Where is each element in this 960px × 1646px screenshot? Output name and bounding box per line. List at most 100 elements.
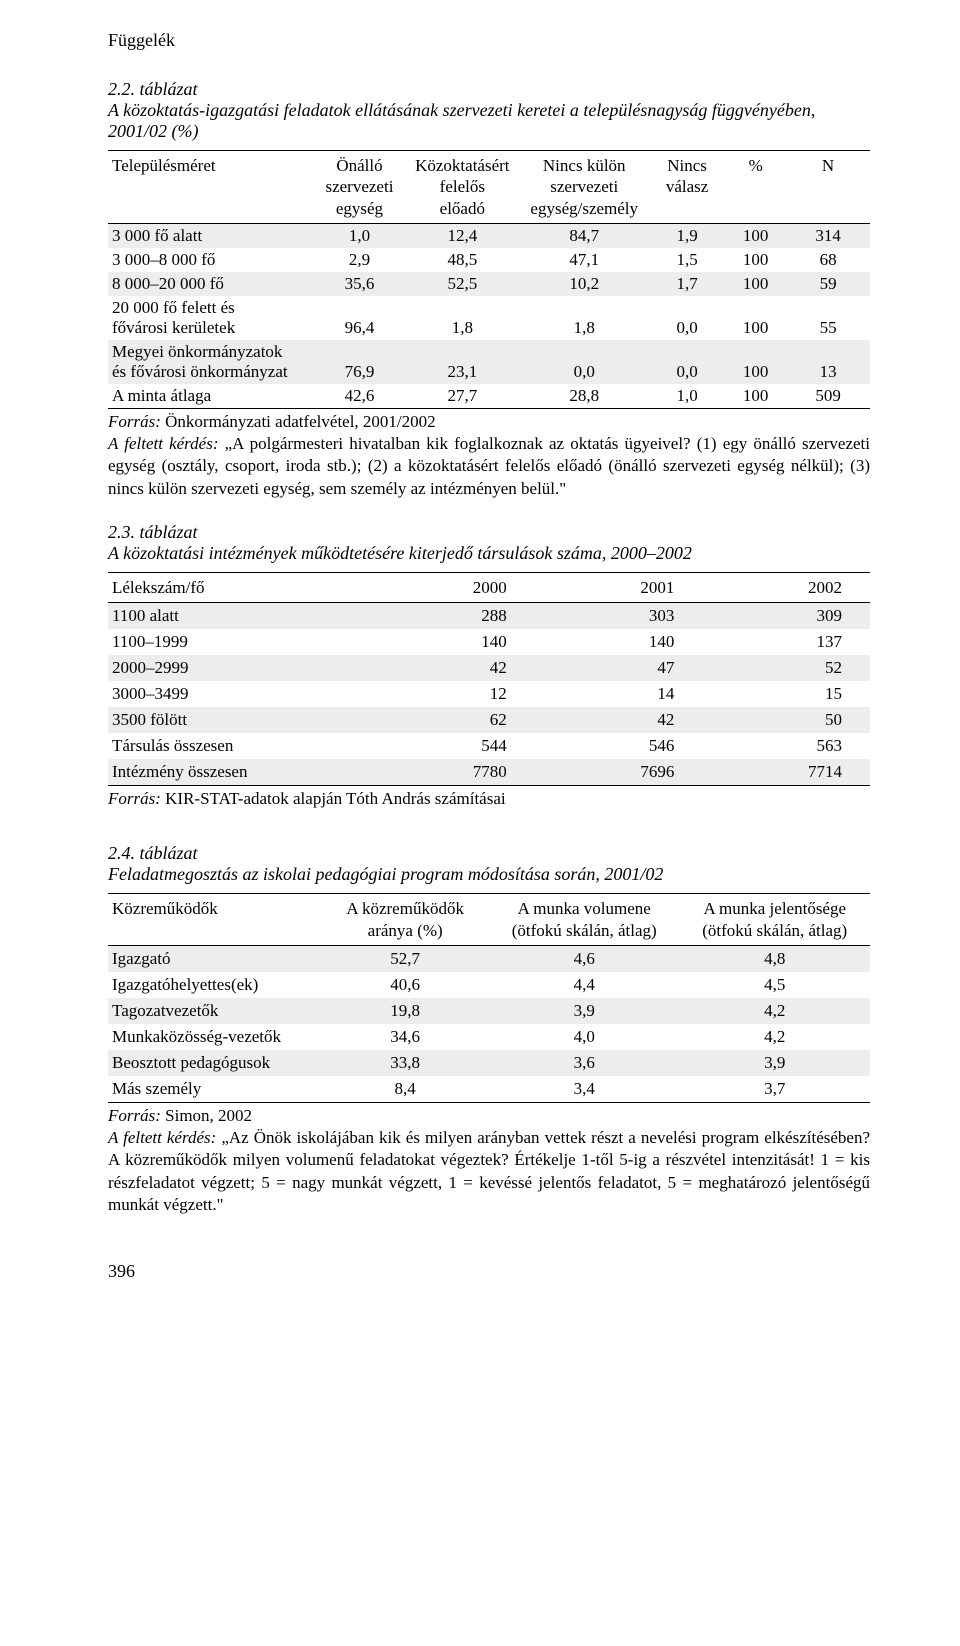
table2-title: A közoktatási intézmények működtetésére … <box>108 543 870 564</box>
cell-value: 7714 <box>702 759 870 786</box>
table2-source-text: KIR-STAT-adatok alapján Tóth András szám… <box>161 789 506 808</box>
cell-value: 100 <box>725 384 786 409</box>
cell-value: 13 <box>786 340 870 384</box>
cell-value: 42,6 <box>314 384 405 409</box>
cell-value: 34,6 <box>321 1024 489 1050</box>
cell-value: 52,7 <box>321 945 489 972</box>
row-label: 2000–2999 <box>108 655 375 681</box>
table1-col-1: Önállószervezetiegység <box>314 151 405 224</box>
cell-value: 1,9 <box>649 223 725 248</box>
table-row: Társulás összesen544546563 <box>108 733 870 759</box>
table1-col-6: N <box>786 151 870 224</box>
cell-value: 76,9 <box>314 340 405 384</box>
cell-value: 509 <box>786 384 870 409</box>
table-row: 3 000 fő alatt1,012,484,71,9100314 <box>108 223 870 248</box>
table-row: 3 000–8 000 fő2,948,547,11,510068 <box>108 248 870 272</box>
cell-value: 2,9 <box>314 248 405 272</box>
cell-value: 50 <box>702 707 870 733</box>
table1-header-row: Településméret Önállószervezetiegység Kö… <box>108 151 870 224</box>
table-row: 20 000 fő felett ésfővárosi kerületek96,… <box>108 296 870 340</box>
table2-source-prefix: Forrás: <box>108 789 161 808</box>
table3-header-row: Közreműködők A közreműködőkaránya (%) A … <box>108 894 870 946</box>
cell-value: 100 <box>725 296 786 340</box>
cell-value: 314 <box>786 223 870 248</box>
page-container: Függelék 2.2. táblázat A közoktatás-igaz… <box>0 0 960 1332</box>
cell-value: 140 <box>375 629 535 655</box>
row-label: 1100 alatt <box>108 603 375 630</box>
table1-label: 2.2. táblázat <box>108 79 870 100</box>
table1-note-text: „A polgármesteri hivatalban kik foglalko… <box>108 434 870 498</box>
row-label: 3500 fölött <box>108 707 375 733</box>
table2-col-2: 2001 <box>535 573 703 603</box>
row-label: Megyei önkormányzatokés fővárosi önkormá… <box>108 340 314 384</box>
table3-note-prefix: A feltett kérdés: <box>108 1128 216 1147</box>
cell-value: 4,4 <box>489 972 680 998</box>
table3-body: Igazgató52,74,64,8Igazgatóhelyettes(ek)4… <box>108 945 870 1102</box>
table2-source: Forrás: KIR-STAT-adatok alapján Tóth And… <box>108 789 870 809</box>
cell-value: 4,2 <box>679 1024 870 1050</box>
cell-value: 137 <box>702 629 870 655</box>
cell-value: 40,6 <box>321 972 489 998</box>
table3: Közreműködők A közreműködőkaránya (%) A … <box>108 893 870 1103</box>
cell-value: 10,2 <box>519 272 649 296</box>
table3-col-1: A közreműködőkaránya (%) <box>321 894 489 946</box>
row-label: Intézmény összesen <box>108 759 375 786</box>
row-label: 8 000–20 000 fő <box>108 272 314 296</box>
cell-value: 62 <box>375 707 535 733</box>
table3-col-0: Közreműködők <box>108 894 321 946</box>
cell-value: 0,0 <box>649 340 725 384</box>
table1: Településméret Önállószervezetiegység Kö… <box>108 150 870 409</box>
cell-value: 28,8 <box>519 384 649 409</box>
cell-value: 3,4 <box>489 1076 680 1103</box>
cell-value: 140 <box>535 629 703 655</box>
row-label: Beosztott pedagógusok <box>108 1050 321 1076</box>
cell-value: 100 <box>725 223 786 248</box>
running-head: Függelék <box>108 30 870 51</box>
row-label: Más személy <box>108 1076 321 1103</box>
cell-value: 7696 <box>535 759 703 786</box>
cell-value: 7780 <box>375 759 535 786</box>
table-row: 8 000–20 000 fő35,652,510,21,710059 <box>108 272 870 296</box>
table3-source-prefix: Forrás: <box>108 1106 161 1125</box>
cell-value: 68 <box>786 248 870 272</box>
cell-value: 14 <box>535 681 703 707</box>
row-label: Munkaközösség-vezetők <box>108 1024 321 1050</box>
table-row: 1100 alatt288303309 <box>108 603 870 630</box>
cell-value: 15 <box>702 681 870 707</box>
table-row: 3500 fölött624250 <box>108 707 870 733</box>
cell-value: 55 <box>786 296 870 340</box>
cell-value: 100 <box>725 340 786 384</box>
row-label: 3 000 fő alatt <box>108 223 314 248</box>
row-label: 3000–3499 <box>108 681 375 707</box>
row-label: A minta átlaga <box>108 384 314 409</box>
table2-col-0: Lélekszám/fő <box>108 573 375 603</box>
table1-col-5: % <box>725 151 786 224</box>
row-label: 1100–1999 <box>108 629 375 655</box>
cell-value: 96,4 <box>314 296 405 340</box>
table-row: A minta átlaga42,627,728,81,0100509 <box>108 384 870 409</box>
cell-value: 100 <box>725 248 786 272</box>
cell-value: 8,4 <box>321 1076 489 1103</box>
cell-value: 47 <box>535 655 703 681</box>
cell-value: 1,0 <box>649 384 725 409</box>
cell-value: 59 <box>786 272 870 296</box>
table1-source-text: Önkormányzati adatfelvétel, 2001/2002 <box>161 412 436 431</box>
cell-value: 47,1 <box>519 248 649 272</box>
cell-value: 3,7 <box>679 1076 870 1103</box>
cell-value: 12 <box>375 681 535 707</box>
table-row: Más személy8,43,43,7 <box>108 1076 870 1103</box>
table-row: Intézmény összesen778076967714 <box>108 759 870 786</box>
row-label: Tagozatvezetők <box>108 998 321 1024</box>
table1-col-3: Nincs különszervezetiegység/személy <box>519 151 649 224</box>
cell-value: 35,6 <box>314 272 405 296</box>
table2-header-row: Lélekszám/fő 2000 2001 2002 <box>108 573 870 603</box>
table-row: Megyei önkormányzatokés fővárosi önkormá… <box>108 340 870 384</box>
page-number: 396 <box>108 1261 870 1282</box>
cell-value: 3,9 <box>679 1050 870 1076</box>
cell-value: 544 <box>375 733 535 759</box>
table-row: Munkaközösség-vezetők34,64,04,2 <box>108 1024 870 1050</box>
table1-col-4: Nincsválasz <box>649 151 725 224</box>
cell-value: 23,1 <box>405 340 519 384</box>
table3-source: Forrás: Simon, 2002 <box>108 1106 870 1126</box>
table-row: Igazgatóhelyettes(ek)40,64,44,5 <box>108 972 870 998</box>
